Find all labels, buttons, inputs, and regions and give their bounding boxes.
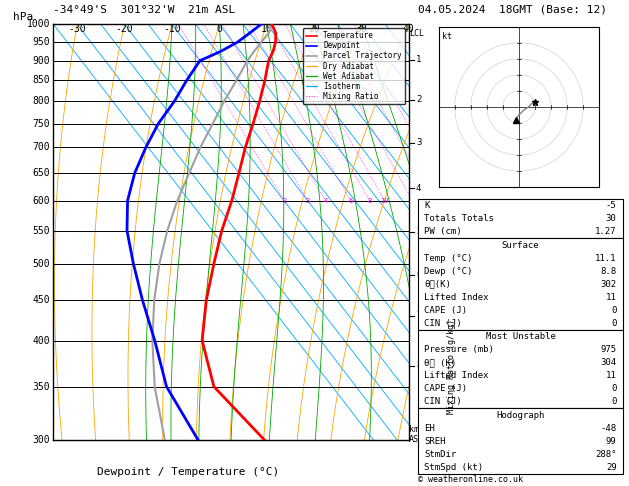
Text: Totals Totals: Totals Totals	[425, 214, 494, 224]
Text: 5: 5	[416, 227, 421, 236]
Text: 11.1: 11.1	[595, 254, 616, 262]
Text: 750: 750	[32, 119, 50, 129]
Text: 8: 8	[367, 198, 372, 204]
Text: 0: 0	[216, 24, 222, 35]
Text: 8: 8	[416, 361, 421, 370]
Text: 40: 40	[403, 24, 415, 35]
Text: PW (cm): PW (cm)	[425, 227, 462, 237]
Text: 650: 650	[32, 168, 50, 178]
Bar	[418, 408, 623, 474]
Text: Lifted Index: Lifted Index	[425, 293, 489, 302]
Text: 99: 99	[606, 436, 616, 446]
Text: 6: 6	[416, 270, 421, 279]
Text: StmDir: StmDir	[425, 450, 457, 459]
Text: Surface: Surface	[502, 241, 539, 249]
Text: 500: 500	[32, 259, 50, 269]
Legend: Temperature, Dewpoint, Parcel Trajectory, Dry Adiabat, Wet Adiabat, Isotherm, Mi: Temperature, Dewpoint, Parcel Trajectory…	[303, 28, 405, 104]
Text: 975: 975	[601, 345, 616, 354]
Text: 7: 7	[416, 311, 421, 320]
Text: 30: 30	[606, 214, 616, 224]
Text: LCL: LCL	[409, 29, 424, 37]
Text: 6: 6	[348, 198, 353, 204]
Bar	[418, 239, 623, 330]
Text: 2: 2	[282, 198, 286, 204]
Text: 600: 600	[32, 195, 50, 206]
Text: CAPE (J): CAPE (J)	[425, 384, 467, 393]
Text: 400: 400	[32, 335, 50, 346]
Text: 4: 4	[416, 184, 421, 192]
Text: CIN (J): CIN (J)	[425, 319, 462, 328]
Text: Most Unstable: Most Unstable	[486, 332, 555, 341]
Text: 900: 900	[32, 56, 50, 66]
Text: Lifted Index: Lifted Index	[425, 371, 489, 380]
Text: kt: kt	[442, 32, 452, 40]
Text: -10: -10	[163, 24, 181, 35]
Text: StmSpd (kt): StmSpd (kt)	[425, 463, 484, 472]
Text: 1.27: 1.27	[595, 227, 616, 237]
Text: Dewpoint / Temperature (°C): Dewpoint / Temperature (°C)	[97, 467, 280, 477]
Text: Pressure (mb): Pressure (mb)	[425, 345, 494, 354]
Text: 8.8: 8.8	[601, 267, 616, 276]
Text: 800: 800	[32, 96, 50, 106]
Text: km
ASL: km ASL	[409, 425, 424, 444]
Text: 20: 20	[308, 24, 320, 35]
Text: Mixing Ratio (g/kg): Mixing Ratio (g/kg)	[447, 319, 456, 415]
Text: 550: 550	[32, 226, 50, 236]
Text: 0: 0	[611, 398, 616, 406]
Text: θᴇ (K): θᴇ (K)	[425, 358, 457, 367]
Text: 04.05.2024  18GMT (Base: 12): 04.05.2024 18GMT (Base: 12)	[418, 4, 607, 15]
Text: θᴇ(K): θᴇ(K)	[425, 280, 451, 289]
Text: Temp (°C): Temp (°C)	[425, 254, 473, 262]
Text: 300: 300	[32, 435, 50, 445]
Text: SREH: SREH	[425, 436, 446, 446]
Text: Hodograph: Hodograph	[496, 411, 545, 419]
Text: 4: 4	[323, 198, 328, 204]
Text: 450: 450	[32, 295, 50, 305]
Text: 350: 350	[32, 382, 50, 392]
Text: 30: 30	[355, 24, 367, 35]
Text: EH: EH	[425, 424, 435, 433]
Text: 3: 3	[306, 198, 310, 204]
Text: 0: 0	[611, 319, 616, 328]
Text: -34°49'S  301°32'W  21m ASL: -34°49'S 301°32'W 21m ASL	[53, 4, 236, 15]
Text: 11: 11	[606, 371, 616, 380]
Text: K: K	[425, 201, 430, 210]
Text: 10: 10	[261, 24, 272, 35]
Text: 304: 304	[601, 358, 616, 367]
Text: -30: -30	[69, 24, 86, 35]
Text: © weatheronline.co.uk: © weatheronline.co.uk	[418, 475, 523, 484]
Text: 29: 29	[606, 463, 616, 472]
Text: 288°: 288°	[595, 450, 616, 459]
Text: 700: 700	[32, 142, 50, 153]
Text: 302: 302	[601, 280, 616, 289]
Text: 1: 1	[416, 55, 421, 65]
Text: 0: 0	[611, 384, 616, 393]
Text: 0: 0	[611, 306, 616, 315]
Text: CIN (J): CIN (J)	[425, 398, 462, 406]
Text: hPa: hPa	[13, 12, 33, 22]
Text: 850: 850	[32, 75, 50, 86]
Text: CAPE (J): CAPE (J)	[425, 306, 467, 315]
Bar	[418, 199, 623, 239]
Text: -48: -48	[601, 424, 616, 433]
Text: 2: 2	[416, 95, 421, 104]
Text: 950: 950	[32, 37, 50, 47]
Text: 11: 11	[606, 293, 616, 302]
Text: 10: 10	[381, 198, 389, 204]
Text: 3: 3	[416, 138, 421, 147]
Bar	[418, 330, 623, 408]
Text: 1000: 1000	[26, 19, 50, 29]
Text: -20: -20	[116, 24, 133, 35]
Text: Dewp (°C): Dewp (°C)	[425, 267, 473, 276]
Text: -5: -5	[606, 201, 616, 210]
